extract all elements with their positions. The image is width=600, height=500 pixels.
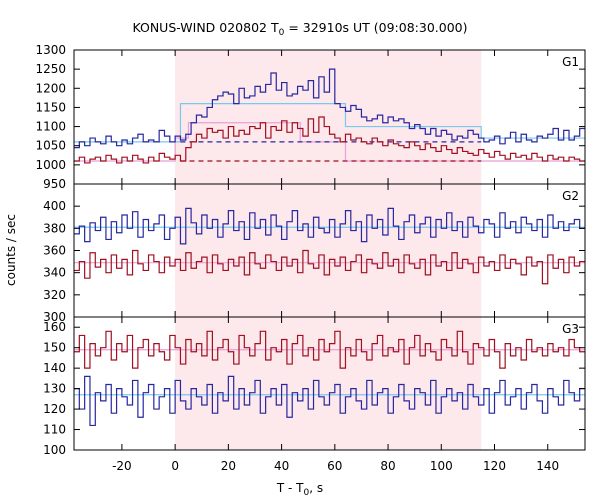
y-tick-label: 1200	[35, 81, 66, 95]
x-axis-label: T - T0, s	[276, 481, 323, 498]
plot-area-g3	[74, 330, 585, 427]
y-tick-label: 1000	[35, 158, 66, 172]
y-tick-label: 120	[43, 402, 66, 416]
y-tick-label: 300	[43, 310, 66, 324]
y-tick-label: 360	[43, 244, 66, 258]
y-tick-label: 400	[43, 199, 66, 213]
y-tick-label: 130	[43, 382, 66, 396]
x-tick-label: 20	[221, 459, 236, 473]
y-tick-label: 340	[43, 266, 66, 280]
x-tick-label: 140	[536, 459, 559, 473]
panel-frame	[73, 316, 586, 451]
model-line-light-blue	[74, 103, 585, 143]
y-tick-label: 160	[43, 320, 66, 334]
series-red	[74, 330, 585, 369]
series-red	[74, 116, 585, 164]
y-tick-label: 320	[43, 288, 66, 302]
model-line-pink	[74, 122, 585, 162]
x-tick-label: 0	[171, 459, 179, 473]
shaded-interval	[175, 50, 482, 450]
panel-label: G1	[562, 55, 579, 69]
plot-area-g2	[74, 207, 585, 285]
x-tick-label: 60	[327, 459, 342, 473]
y-tick-label: 150	[43, 341, 66, 355]
panels: 9501000105011001150120012501300G13003203…	[35, 43, 586, 473]
series-blue	[74, 207, 585, 245]
y-tick-label: 1050	[35, 139, 66, 153]
y-tick-label: 1100	[35, 120, 66, 134]
chart-title: KONUS-WIND 020802 T0 = 32910s UT (09:08:…	[132, 20, 467, 38]
panel-label: G2	[562, 189, 579, 203]
x-tick-label: 40	[274, 459, 289, 473]
y-tick-label: 1150	[35, 100, 66, 114]
series-blue	[74, 375, 585, 427]
panel-label: G3	[562, 322, 579, 336]
y-tick-label: 1250	[35, 62, 66, 76]
x-tick-label: 120	[483, 459, 506, 473]
y-tick-label: 380	[43, 221, 66, 235]
series-red	[74, 249, 585, 285]
x-tick-label: 100	[430, 459, 453, 473]
panel-g3: 100 110 120 130 140 150 160 G3	[43, 316, 586, 457]
y-axis-label: counts / sec	[4, 214, 18, 286]
y-tick-label: 140	[43, 361, 66, 375]
plot-area-g1	[74, 68, 585, 164]
y-tick-label: 110	[43, 423, 66, 437]
x-tick-label: 80	[380, 459, 395, 473]
series-blue	[74, 68, 585, 149]
y-tick-label: 950	[43, 177, 66, 191]
y-tick-label: 100	[43, 443, 66, 457]
x-tick-label: -20	[112, 459, 132, 473]
y-tick-label: 1300	[35, 43, 66, 57]
